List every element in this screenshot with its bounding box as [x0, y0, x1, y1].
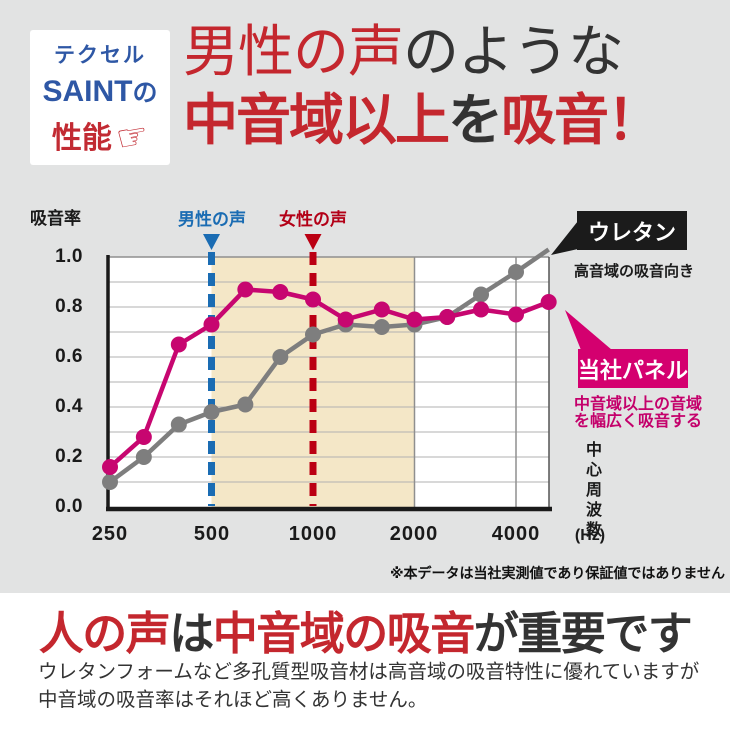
data-point-当社パネル-500: [203, 316, 220, 333]
absorption-chart: [0, 190, 730, 593]
x-tick-250: 250: [91, 523, 129, 545]
badge-brand-kana: テクセル: [54, 43, 146, 67]
badge-performance: 性能 ☞: [51, 112, 152, 159]
x-axis-title-vertical: 中心周波数: [583, 441, 600, 541]
urethane-legend-box: ウレタン: [577, 211, 687, 250]
male-voice-line-triangle-icon: [203, 234, 220, 250]
y-tick-0.0: 0.0: [55, 496, 83, 517]
data-point-当社パネル-630: [237, 281, 254, 298]
page-title: 男性の声のような 中音域以上を吸音！: [183, 18, 662, 152]
data-point-ウレタン-250: [102, 474, 118, 490]
y-tick-1.0: 1.0: [55, 246, 83, 267]
badge-brand-name: SAINTの: [42, 74, 158, 108]
title-line-1: 男性の声のような: [183, 20, 624, 83]
y-tick-0.4: 0.4: [55, 396, 83, 417]
x-tick-1000: 1000: [288, 523, 338, 545]
bottom-heading: 人の声は中音域の吸音が重要です: [38, 608, 693, 659]
urethane-description: 高音域の吸音向き: [574, 263, 695, 280]
chart-canvas: [102, 221, 612, 512]
panel-callout-tail: [565, 310, 612, 350]
data-point-当社パネル-800: [272, 284, 289, 300]
x-tick-2000: 2000: [389, 523, 439, 545]
data-point-当社パネル-1600: [373, 301, 390, 318]
product-badge: テクセル SAINTの 性能 ☞: [30, 30, 170, 165]
x-tick-500: 500: [193, 523, 231, 545]
female-voice-label: 女性の声: [279, 210, 347, 229]
bottom-paragraph: ウレタンフォームなど多孔質型吸音材は高音域の吸音特性に優れていますが 中音域の吸…: [38, 661, 700, 711]
data-point-ウレタン-1600: [373, 319, 390, 335]
data-point-ウレタン-1000: [305, 326, 321, 343]
data-point-当社パネル-1250: [337, 311, 354, 328]
title-line-2: 中音域以上を吸音！: [183, 89, 662, 151]
data-point-ウレタン-630: [237, 396, 254, 413]
female-voice-line-triangle-icon: [304, 234, 322, 250]
pointing-hand-icon: ☞: [112, 112, 152, 159]
data-point-当社パネル-4000: [508, 306, 524, 323]
data-point-ウレタン-4000: [508, 264, 524, 280]
x-axis-unit: (Hz): [574, 527, 606, 544]
disclaimer-note: ※本データは当社実測値であり保証値ではありません: [389, 565, 725, 581]
data-point-当社パネル-1000: [305, 291, 321, 308]
data-point-当社パネル-400: [170, 336, 187, 353]
data-point-当社パネル-315: [135, 429, 152, 445]
data-point-当社パネル-2000: [406, 311, 423, 328]
male-voice-label: 男性の声: [178, 210, 246, 229]
data-point-当社パネル-2500: [439, 309, 456, 325]
urethane-callout-tail: [551, 221, 578, 255]
data-point-ウレタン-315: [135, 449, 152, 465]
data-point-ウレタン-400: [170, 416, 187, 433]
y-tick-0.8: 0.8: [55, 296, 83, 317]
data-point-当社パネル-5000: [540, 294, 557, 310]
panel-description: 中音域以上の音域 を幅広く吸音する: [574, 396, 703, 430]
x-tick-4000: 4000: [491, 523, 541, 545]
y-axis-title: 吸音率: [30, 209, 81, 228]
data-point-当社パネル-3150: [473, 301, 490, 318]
y-tick-0.6: 0.6: [55, 346, 83, 367]
y-tick-0.2: 0.2: [55, 446, 83, 467]
panel-legend-box: 当社パネル: [578, 349, 688, 388]
data-point-ウレタン-3150: [473, 286, 490, 303]
data-point-ウレタン-800: [272, 349, 289, 365]
data-point-ウレタン-500: [203, 404, 220, 420]
data-point-当社パネル-250: [102, 459, 118, 475]
